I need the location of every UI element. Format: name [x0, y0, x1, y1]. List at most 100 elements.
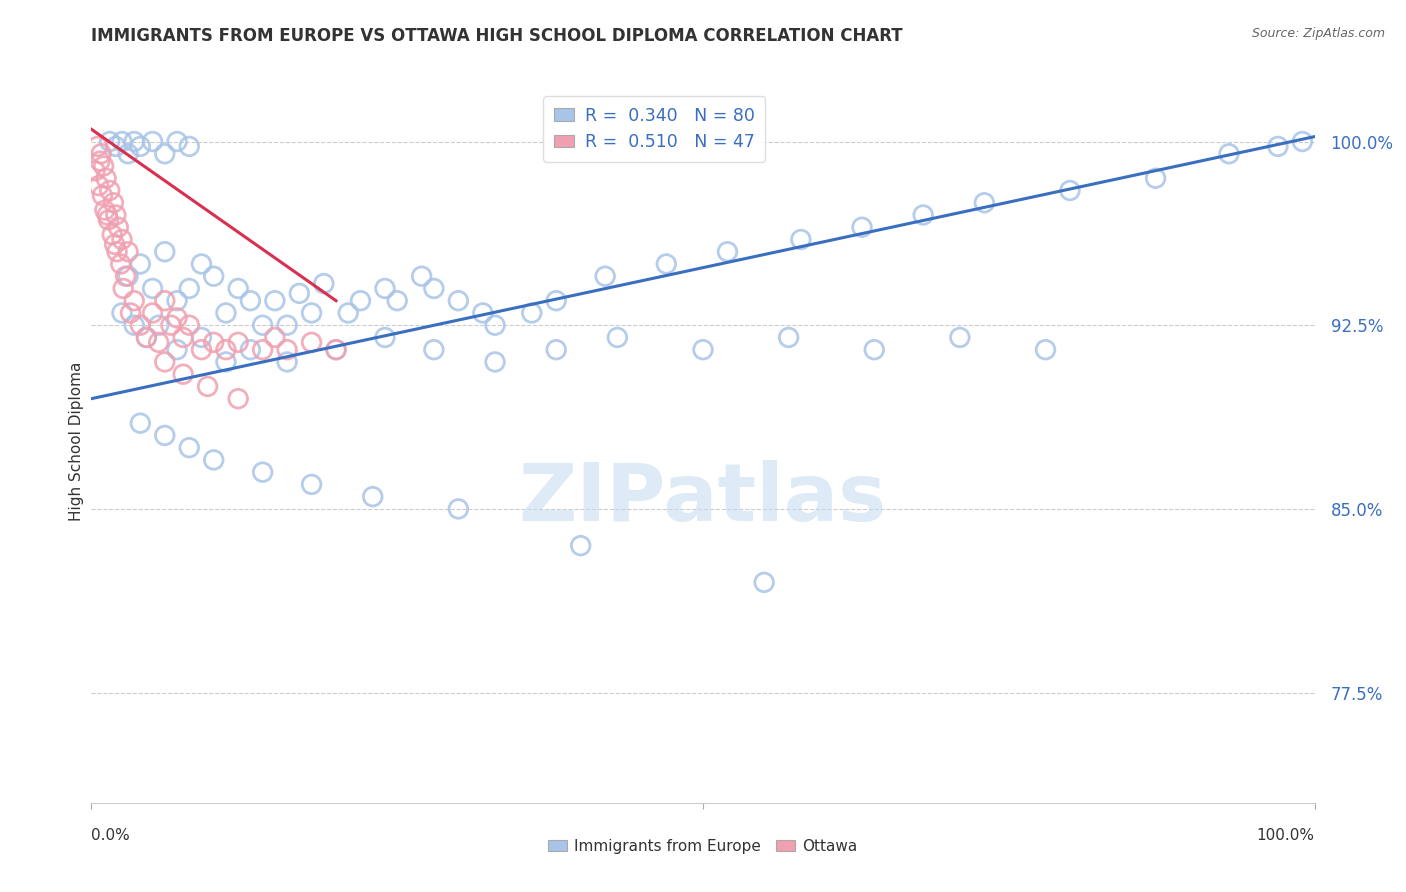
- Point: [166, 310, 188, 325]
- Point: [96, 208, 118, 222]
- Point: [252, 343, 274, 357]
- Point: [215, 343, 238, 357]
- Point: [912, 208, 935, 222]
- Point: [104, 208, 127, 222]
- Point: [374, 281, 396, 295]
- Point: [101, 227, 124, 242]
- Point: [129, 416, 152, 430]
- Point: [202, 453, 225, 467]
- Point: [117, 269, 139, 284]
- Point: [120, 306, 142, 320]
- Point: [122, 293, 145, 308]
- Point: [111, 135, 134, 149]
- Point: [851, 220, 873, 235]
- Point: [166, 135, 188, 149]
- Point: [129, 139, 152, 153]
- Point: [148, 335, 170, 350]
- Point: [153, 244, 176, 259]
- Text: 0.0%: 0.0%: [91, 828, 131, 843]
- Point: [87, 178, 110, 193]
- Point: [197, 379, 219, 393]
- Point: [111, 232, 134, 246]
- Point: [179, 281, 201, 295]
- Point: [863, 343, 886, 357]
- Point: [385, 293, 409, 308]
- Point: [790, 232, 813, 246]
- Point: [97, 213, 120, 227]
- Point: [349, 293, 371, 308]
- Point: [325, 343, 347, 357]
- Point: [484, 318, 506, 333]
- Text: IMMIGRANTS FROM EUROPE VS OTTAWA HIGH SCHOOL DIPLOMA CORRELATION CHART: IMMIGRANTS FROM EUROPE VS OTTAWA HIGH SC…: [91, 27, 903, 45]
- Point: [569, 539, 592, 553]
- Point: [129, 318, 152, 333]
- Point: [593, 269, 616, 284]
- Point: [484, 355, 506, 369]
- Point: [1144, 171, 1167, 186]
- Point: [252, 318, 274, 333]
- Point: [94, 203, 117, 218]
- Point: [276, 318, 298, 333]
- Point: [103, 195, 125, 210]
- Point: [312, 277, 335, 291]
- Point: [122, 135, 145, 149]
- Point: [471, 306, 494, 320]
- Point: [110, 257, 132, 271]
- Point: [520, 306, 543, 320]
- Point: [411, 269, 433, 284]
- Point: [135, 330, 157, 344]
- Point: [301, 477, 323, 491]
- Point: [1035, 343, 1057, 357]
- Text: 100.0%: 100.0%: [1257, 828, 1315, 843]
- Point: [252, 465, 274, 479]
- Point: [104, 237, 127, 252]
- Point: [117, 244, 139, 259]
- Point: [148, 318, 170, 333]
- Point: [122, 318, 145, 333]
- Point: [86, 139, 108, 153]
- Y-axis label: High School Diploma: High School Diploma: [69, 362, 84, 521]
- Point: [111, 306, 134, 320]
- Point: [226, 281, 249, 295]
- Point: [1291, 135, 1313, 149]
- Point: [264, 293, 287, 308]
- Point: [276, 355, 298, 369]
- Point: [104, 139, 127, 153]
- Point: [546, 343, 568, 357]
- Point: [153, 428, 176, 442]
- Point: [423, 281, 446, 295]
- Point: [141, 281, 163, 295]
- Point: [215, 306, 238, 320]
- Point: [361, 490, 384, 504]
- Point: [754, 575, 776, 590]
- Point: [141, 306, 163, 320]
- Legend: Immigrants from Europe, Ottawa: Immigrants from Europe, Ottawa: [543, 833, 863, 860]
- Point: [172, 367, 194, 381]
- Point: [447, 293, 470, 308]
- Point: [202, 335, 225, 350]
- Point: [202, 269, 225, 284]
- Point: [692, 343, 714, 357]
- Point: [153, 293, 176, 308]
- Point: [89, 154, 111, 169]
- Point: [288, 286, 311, 301]
- Point: [374, 330, 396, 344]
- Text: ZIPatlas: ZIPatlas: [519, 460, 887, 539]
- Point: [129, 257, 152, 271]
- Point: [166, 343, 188, 357]
- Point: [226, 392, 249, 406]
- Point: [606, 330, 628, 344]
- Point: [215, 355, 238, 369]
- Point: [1267, 139, 1289, 153]
- Point: [98, 184, 121, 198]
- Point: [546, 293, 568, 308]
- Point: [112, 281, 135, 295]
- Point: [325, 343, 347, 357]
- Point: [190, 330, 212, 344]
- Point: [107, 220, 129, 235]
- Point: [276, 343, 298, 357]
- Point: [949, 330, 972, 344]
- Point: [105, 244, 128, 259]
- Point: [179, 139, 201, 153]
- Point: [114, 269, 136, 284]
